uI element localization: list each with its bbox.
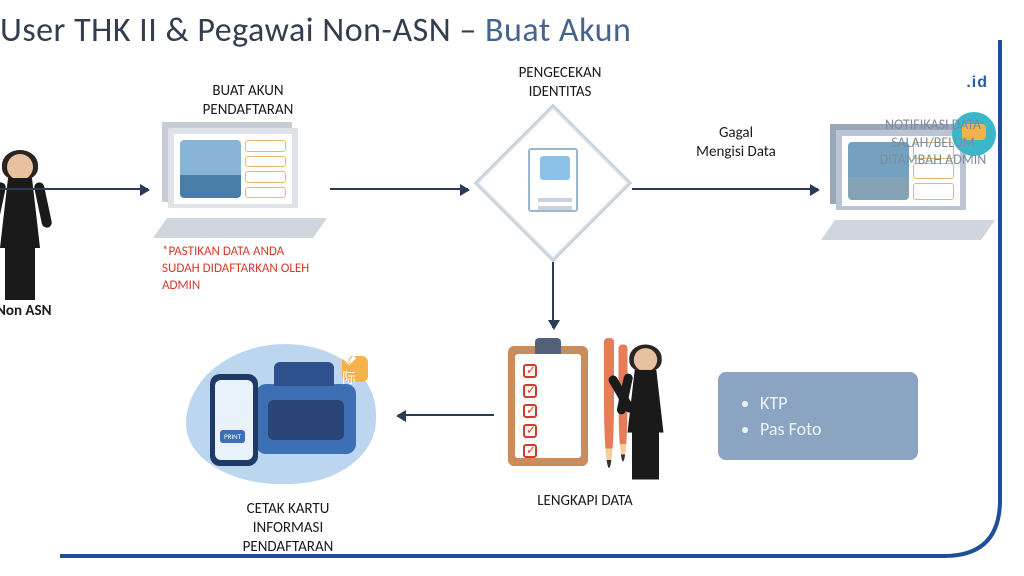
- requirements-box: KTP Pas Foto: [718, 372, 918, 460]
- page-title: User THK II & Pegawai Non-ASN – Buat Aku…: [0, 10, 631, 51]
- arrow-lengkapi-to-cetak: [398, 414, 494, 416]
- buat-akun-title: BUAT AKUNPENDAFTARAN: [168, 82, 328, 120]
- requirement-item: KTP: [760, 392, 896, 414]
- arrow-start-to-buatakun: [0, 188, 148, 190]
- cetak-kartu-title: CETAK KARTUINFORMASIPENDAFTARAN: [208, 500, 368, 556]
- person-non-asn-label: Non ASN: [0, 302, 51, 321]
- branch-fail-label: GagalMengisi Data: [676, 124, 796, 162]
- pencil-icon: [604, 338, 614, 468]
- watermark-pill: .id: [958, 72, 996, 94]
- arrow-pengecekan-to-lengkapi: [552, 262, 554, 328]
- clipboard-icon: [498, 328, 598, 478]
- title-part2: Buat Akun: [485, 10, 631, 51]
- arrow-buatakun-to-pengecekan: [330, 188, 468, 190]
- notifikasi-title: NOTIFIKASI DATASALAH/BELUMDITAMBAH ADMIN: [848, 116, 1018, 169]
- lengkapi-data-title: LENGKAPI DATA: [510, 492, 660, 511]
- person-non-asn-illustration: [0, 150, 50, 300]
- printer-phone-icon: �际: [186, 334, 386, 494]
- arrow-pengecekan-to-notifikasi: [632, 188, 818, 190]
- buat-akun-laptop-icon: [160, 128, 320, 238]
- title-part1: User THK II & Pegawai Non-ASN –: [0, 10, 477, 51]
- pengecekan-diamond-icon: [478, 108, 628, 258]
- requirement-item: Pas Foto: [760, 418, 896, 440]
- wifi-icon: �际: [342, 356, 368, 382]
- woman-with-pencil-illustration: [619, 345, 628, 462]
- watermark-logo: tirto .id: [879, 60, 996, 102]
- pengecekan-title: PENGECEKANIDENTITAS: [490, 64, 630, 102]
- watermark-text: tirto: [879, 60, 954, 102]
- buat-akun-warning-note: *PASTIKAN DATA ANDASUDAH DIDAFTARKAN OLE…: [162, 244, 352, 295]
